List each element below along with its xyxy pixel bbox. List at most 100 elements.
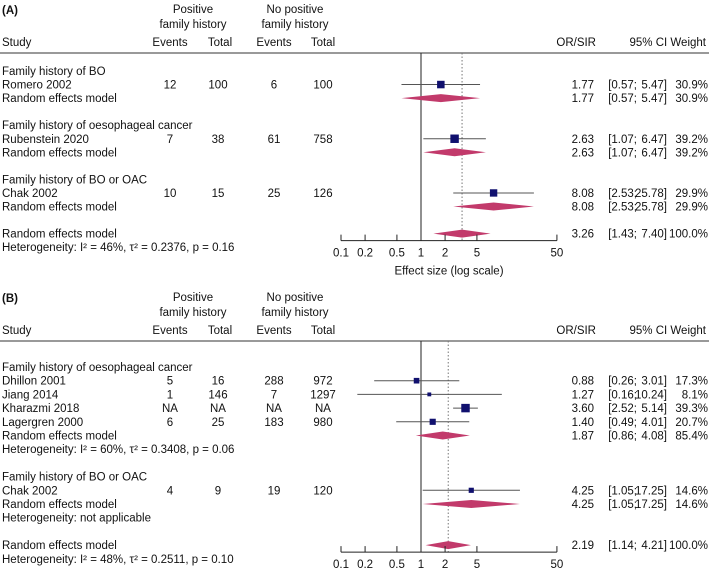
total-negative: 120 (313, 485, 332, 497)
ci-upper: 25.78] (635, 202, 667, 214)
group-label: Family history of BO or OAC (2, 472, 147, 484)
study-row: Jiang 2014 1 146 7 1297 1.27 [0.16;10.24] 8.1% (2, 389, 708, 401)
weight-value: 39.2% (675, 147, 708, 159)
random-effects-row: Random effects model 1.87 [0.86; 4.08] 85.4% (2, 431, 708, 443)
het-label: Heterogeneity: I² = 46%, τ² = 0.2376, p … (2, 242, 234, 254)
header-no-positive-family-history: family history (261, 307, 328, 319)
subgroup-header: Family history of BO (2, 66, 106, 78)
random-effects-row: Random effects model 8.08 [2.53;25.78] 29.9… (2, 202, 708, 214)
or-value: 4.25 (572, 499, 594, 511)
total-positive: 100 (208, 80, 227, 92)
weight-value: 100.0% (669, 229, 708, 241)
header-study: Study (2, 325, 32, 337)
summary-diamond (422, 500, 520, 508)
het-label: Heterogeneity: not applicable (2, 513, 151, 525)
weight-value: 8.1% (682, 389, 708, 401)
header-no-positive-family-history: No positive (267, 292, 324, 304)
weight-value: 39.3% (675, 403, 708, 415)
or-value: 3.26 (572, 229, 594, 241)
total-positive: 15 (212, 188, 225, 200)
events-positive: 10 (164, 188, 177, 200)
total-negative: 980 (313, 417, 332, 429)
subgroup-header: Family history of BO or OAC (2, 174, 147, 186)
events-negative: 7 (271, 389, 277, 401)
rem-label: Random effects model (2, 229, 117, 241)
group-label: Family history of oesophageal cancer (2, 362, 193, 374)
x-tick-label: 2 (442, 248, 448, 260)
ci-upper: 25.78] (635, 188, 667, 200)
study-label: Chak 2002 (2, 188, 58, 200)
effect-size-marker (468, 487, 474, 493)
heterogeneity-row: Heterogeneity: not applicable (2, 513, 151, 525)
events-positive: 7 (167, 134, 173, 146)
rem-label: Random effects model (2, 540, 117, 552)
rem-label: Random effects model (2, 499, 117, 511)
group-label: Family history of BO (2, 66, 106, 78)
weight-value: 29.9% (675, 202, 708, 214)
heterogeneity-row: Heterogeneity: I² = 46%, τ² = 0.2376, p … (2, 242, 234, 254)
subgroup-header: Family history of oesophageal cancer (2, 362, 193, 374)
events-negative: 288 (264, 376, 283, 388)
total-negative: 126 (313, 188, 332, 200)
weight-value: 30.9% (675, 80, 708, 92)
x-tick-label: 2 (442, 559, 448, 571)
x-tick-label: 0.5 (389, 559, 405, 571)
ci-lower: [1.14; (608, 540, 637, 552)
x-tick-label: 50 (551, 559, 564, 571)
ci-lower: [0.26; (608, 376, 637, 388)
random-effects-row: Random effects model 1.77 [0.57; 5.47] 30.9% (2, 93, 708, 105)
ci-upper: 5.14] (641, 403, 667, 415)
header-total: Total (208, 325, 232, 337)
total-negative: NA (315, 403, 331, 415)
ci-lower: [2.53; (608, 188, 637, 200)
group-label: Family history of BO or OAC (2, 174, 147, 186)
ci-lower: [1.07; (608, 134, 637, 146)
events-positive: 4 (167, 485, 174, 497)
weight-value: 30.9% (675, 93, 708, 105)
weight-value: 20.7% (675, 417, 708, 429)
study-row: Chak 2002 4 9 19 120 4.25 [1.05;17.25] 14.6% (2, 485, 708, 497)
ci-upper: 17.25] (635, 485, 667, 497)
events-positive: NA (162, 403, 178, 415)
ci-lower: [1.05; (608, 499, 637, 511)
header-no-positive-family-history: No positive (267, 4, 324, 16)
rem-label: Random effects model (2, 147, 117, 159)
header-positive-family-history: family history (159, 307, 226, 319)
subgroup-header: Family history of oesophageal cancer (2, 120, 193, 132)
x-tick-label: 0.1 (333, 248, 349, 260)
x-tick-label: 0.1 (333, 559, 349, 571)
het-label: Heterogeneity: I² = 60%, τ² = 0.3408, p … (2, 444, 234, 456)
weight-value: 17.3% (675, 376, 708, 388)
or-value: 1.77 (572, 80, 594, 92)
total-negative: 1297 (310, 389, 336, 401)
weight-value: 29.9% (675, 188, 708, 200)
or-value: 1.27 (572, 389, 594, 401)
x-tick-label: 5 (474, 248, 480, 260)
header-events: Events (152, 37, 187, 49)
effect-size-marker (489, 189, 498, 197)
ci-lower: [1.43; (608, 229, 637, 241)
heterogeneity-row: Heterogeneity: I² = 48%, τ² = 0.2511, p … (2, 554, 234, 566)
x-tick-label: 1 (418, 559, 424, 571)
rem-label: Random effects model (2, 202, 117, 214)
header-or-sir: OR/SIR (556, 37, 596, 49)
ci-lower: [0.86; (608, 431, 637, 443)
ci-lower: [2.52; (608, 403, 637, 415)
random-effects-row: Random effects model 4.25 [1.05;17.25] 14.6… (2, 499, 708, 511)
header-total: Total (208, 37, 232, 49)
or-value: 4.25 (572, 485, 594, 497)
study-label: Jiang 2014 (2, 389, 59, 401)
ci-lower: [2.53; (608, 202, 637, 214)
random-effects-row: Random effects model 3.26 [1.43; 7.40] 100.0… (2, 229, 708, 241)
effect-size-marker (429, 418, 436, 425)
or-value: 2.63 (572, 134, 594, 146)
rem-label: Random effects model (2, 93, 117, 105)
events-negative: 19 (268, 485, 281, 497)
ci-upper: 10.24] (635, 389, 667, 401)
ci-upper: 4.21] (641, 540, 667, 552)
summary-diamond (453, 202, 534, 211)
ci-upper: 6.47] (641, 134, 667, 146)
or-value: 1.77 (572, 93, 594, 105)
forest-panel-b: (B) Positive family history No positive fami… (0, 292, 709, 571)
